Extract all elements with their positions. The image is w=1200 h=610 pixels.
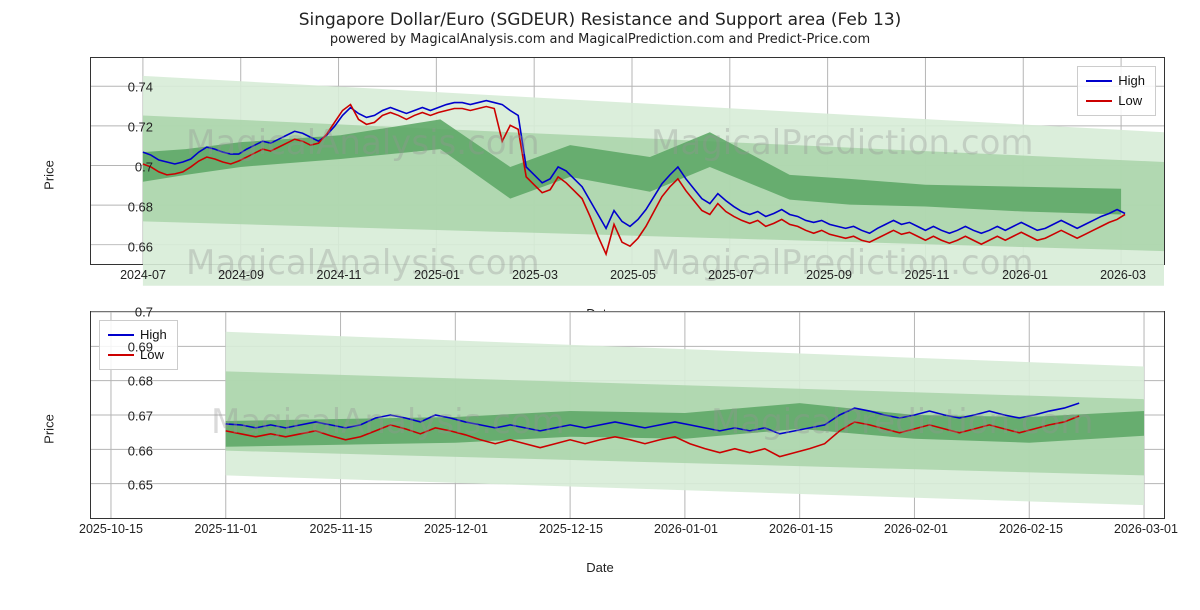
top-xtick-9: 2026-01 [1002, 268, 1048, 282]
bottom-xtick-9: 2026-03-01 [1114, 522, 1178, 536]
bottom-bands [226, 332, 1144, 505]
bottom-ytick-4: 0.69 [103, 339, 153, 354]
top-bands [143, 76, 1164, 286]
top-xtick-5: 2025-05 [610, 268, 656, 282]
bottom-xlabel: Date [586, 560, 613, 575]
bottom-ylabel: Price [41, 414, 56, 444]
bottom-xtick-4: 2025-12-15 [539, 522, 603, 536]
bottom-xtick-6: 2026-01-15 [769, 522, 833, 536]
bottom-xtick-2: 2025-11-15 [309, 522, 372, 536]
chart-subtitle: powered by MagicalAnalysis.com and Magic… [0, 32, 1200, 47]
bottom-xtick-7: 2026-02-01 [884, 522, 948, 536]
top-legend[interactable]: High Low [1077, 66, 1156, 116]
top-xtick-2: 2024-11 [317, 268, 362, 282]
high-line-swatch [1086, 80, 1112, 83]
bottom-plot-area[interactable]: MagicalAnalysis.com MagicalPrediction.co… [90, 311, 1165, 519]
top-ytick-1: 0.68 [103, 199, 153, 214]
top-legend-low-label: Low [1118, 91, 1142, 111]
top-xtick-7: 2025-09 [806, 268, 852, 282]
top-ytick-3: 0.72 [103, 119, 153, 134]
low-line-swatch [1086, 100, 1112, 103]
high-line-swatch-2 [108, 334, 134, 337]
bottom-ytick-5: 0.7 [103, 305, 153, 320]
top-chart-panel: MagicalAnalysis.com MagicalPrediction.co… [20, 51, 1180, 299]
top-xtick-4: 2025-03 [512, 268, 558, 282]
top-legend-high[interactable]: High [1086, 71, 1145, 91]
top-chart-svg [91, 58, 1164, 264]
chart-title: Singapore Dollar/Euro (SGDEUR) Resistanc… [0, 10, 1200, 30]
top-xtick-3: 2025-01 [414, 268, 460, 282]
bottom-xtick-0: 2025-10-15 [79, 522, 143, 536]
top-legend-low[interactable]: Low [1086, 91, 1145, 111]
top-legend-high-label: High [1118, 71, 1145, 91]
bottom-xtick-5: 2026-01-01 [654, 522, 718, 536]
top-ytick-2: 0.7 [103, 159, 153, 174]
top-xtick-0: 2024-07 [120, 268, 166, 282]
bottom-xtick-8: 2026-02-15 [999, 522, 1063, 536]
top-xtick-1: 2024-09 [218, 268, 264, 282]
bottom-ytick-3: 0.68 [103, 374, 153, 389]
bottom-ytick-1: 0.66 [103, 443, 153, 458]
bottom-xtick-3: 2025-12-01 [424, 522, 488, 536]
top-plot-area[interactable]: MagicalAnalysis.com MagicalPrediction.co… [90, 57, 1165, 265]
bottom-chart-svg [91, 312, 1164, 518]
top-xtick-8: 2025-11 [905, 268, 950, 282]
bottom-chart-panel: MagicalAnalysis.com MagicalPrediction.co… [20, 305, 1180, 553]
top-ylabel: Price [41, 160, 56, 190]
top-xtick-10: 2026-03 [1100, 268, 1146, 282]
top-ytick-4: 0.74 [103, 79, 153, 94]
bottom-ytick-2: 0.67 [103, 409, 153, 424]
bottom-ytick-0: 0.65 [103, 478, 153, 493]
top-xtick-6: 2025-07 [708, 268, 754, 282]
top-ytick-0: 0.66 [103, 239, 153, 254]
bottom-xtick-1: 2025-11-01 [194, 522, 257, 536]
